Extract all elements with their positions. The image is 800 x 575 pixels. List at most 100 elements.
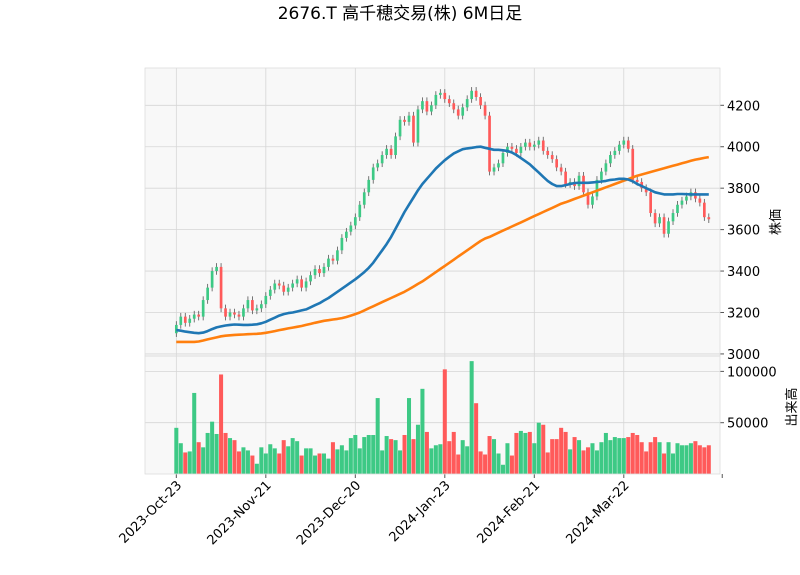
volume-bar <box>492 439 497 474</box>
candle-body <box>680 200 684 205</box>
candle-body <box>474 90 478 98</box>
volume-bar <box>693 441 698 474</box>
volume-bar <box>679 445 684 474</box>
volume-bar <box>666 442 671 474</box>
volume-bar <box>259 447 264 474</box>
volume-bar <box>219 374 224 474</box>
volume-bar <box>447 441 452 474</box>
volume-bar <box>617 438 622 474</box>
x-tick-label: 2023-Oct-23 <box>117 478 185 546</box>
volume-bar <box>594 450 599 474</box>
volume-bar <box>697 445 702 474</box>
moving-averages <box>176 145 710 344</box>
volume-bar <box>263 453 268 474</box>
candle-body <box>210 271 214 288</box>
volume-bar <box>187 451 192 474</box>
volume-bar <box>366 435 371 474</box>
volume-bar <box>353 435 358 474</box>
volume-bar <box>706 445 711 474</box>
candle-body <box>470 90 473 100</box>
candle-body <box>658 217 661 224</box>
candle-body <box>465 99 469 108</box>
candle-body <box>304 281 308 288</box>
candle-body <box>488 115 491 172</box>
volume-bar <box>487 436 492 474</box>
candle-body <box>626 140 630 149</box>
volume-bar <box>178 443 183 474</box>
candle-body <box>246 300 250 309</box>
candle-body <box>264 295 268 305</box>
volume-bar <box>688 443 693 474</box>
candle-body <box>631 148 635 180</box>
candle-body <box>649 192 652 214</box>
candle-body <box>371 167 375 180</box>
volume-axis-label: 出来高 <box>784 387 800 426</box>
volume-bar <box>339 445 344 474</box>
candle-body <box>609 155 612 164</box>
volume-bar <box>223 432 228 474</box>
candle-body <box>215 266 218 272</box>
volume-bar <box>590 443 595 474</box>
candle-body <box>541 140 545 151</box>
candle-body <box>644 188 648 193</box>
volume-bar <box>290 438 295 474</box>
candle-body <box>653 213 657 224</box>
candle-body <box>380 155 384 164</box>
candle-body <box>550 155 554 160</box>
volume-tick-label: 100000 <box>727 365 777 380</box>
candle-body <box>447 99 451 104</box>
price-axis-label: 株価 <box>769 209 784 235</box>
candle-body <box>510 146 514 149</box>
candle-body <box>260 304 263 309</box>
candle-body <box>515 148 518 153</box>
volume-bar <box>326 458 331 474</box>
volume-bar <box>536 422 541 474</box>
candle-body <box>291 283 295 288</box>
candlesticks <box>174 87 711 337</box>
volume-bar <box>612 437 617 474</box>
candle-body <box>367 179 371 193</box>
volume-bar <box>330 442 335 474</box>
volume-bar <box>236 451 241 474</box>
chart-title: 2676.T 高千穂交易(株) 6M日足 <box>278 4 523 24</box>
volume-bar <box>362 437 367 474</box>
volume-bar <box>254 463 259 474</box>
volume-bar <box>299 455 304 474</box>
volume-bar <box>250 455 255 474</box>
volume-bar <box>500 464 505 474</box>
volume-bar <box>626 437 631 474</box>
volume-bar <box>550 439 555 474</box>
candle-body <box>604 163 608 172</box>
volume-bar <box>563 431 568 474</box>
volume-bar <box>205 432 210 474</box>
volume-bar <box>308 448 313 474</box>
ma-long-line <box>176 155 710 344</box>
x-tick-label: 2024-Mar-22 <box>564 478 633 547</box>
candle-body <box>667 221 670 234</box>
volume-bar <box>603 432 608 474</box>
candle-body <box>662 217 666 234</box>
volume-bar <box>438 444 443 474</box>
candle-body <box>635 179 639 182</box>
candle-body <box>416 109 420 143</box>
candle-body <box>385 148 388 156</box>
volume-bar <box>183 452 188 474</box>
volume-bar <box>653 437 658 474</box>
candle-body <box>322 266 326 274</box>
candle-body <box>430 105 433 112</box>
volume-bar <box>357 448 362 474</box>
candle-body <box>349 225 353 232</box>
candle-body <box>702 202 706 218</box>
ma-short-line <box>176 145 709 335</box>
volume-bar <box>585 447 591 474</box>
volume-bar <box>559 427 564 474</box>
candle-body <box>174 324 178 334</box>
candle-body <box>268 289 272 296</box>
volume-bar <box>210 421 215 474</box>
candle-body <box>707 217 711 220</box>
candle-body <box>600 171 603 180</box>
candle-body <box>452 103 456 110</box>
volume-bar <box>317 453 322 474</box>
volume-bar <box>277 453 282 474</box>
